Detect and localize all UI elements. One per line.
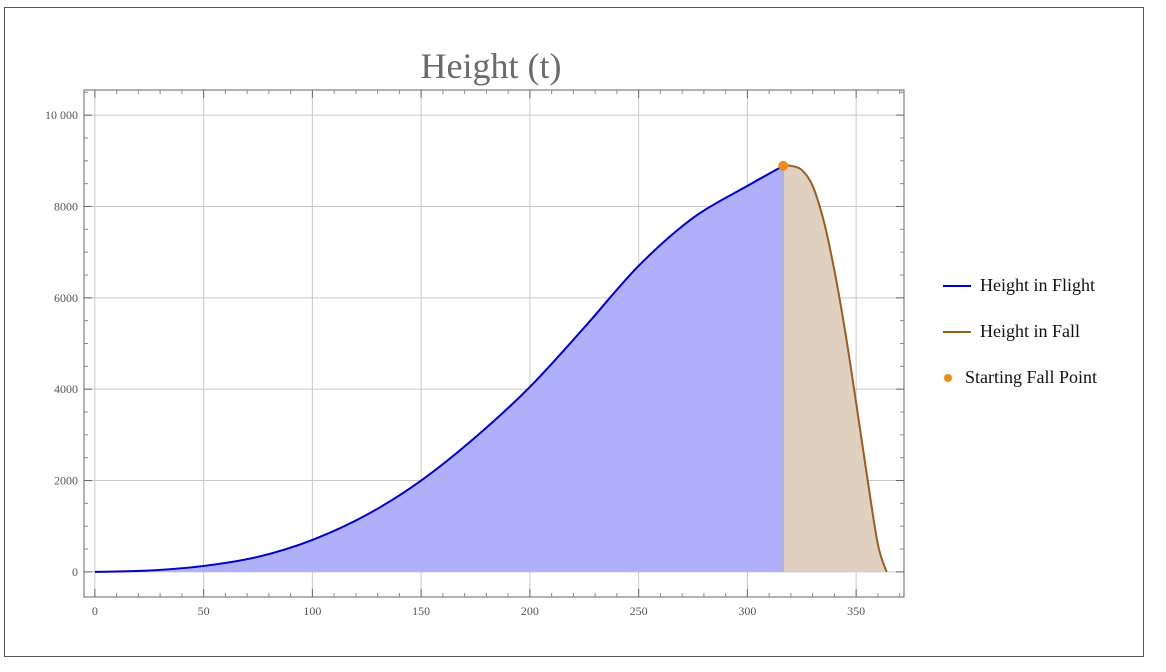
series-lines — [94, 164, 888, 573]
legend-label-height-in-flight: Height in Flight — [980, 275, 1096, 295]
chart-title: Height (t) — [421, 46, 562, 86]
legend-swatch-height-in-flight — [943, 285, 971, 287]
y-tick-label: 2000 — [54, 474, 78, 488]
x-tick-labels: 0 50 100 150 200 250 300 350 — [92, 604, 865, 618]
x-tick-label: 250 — [630, 604, 648, 618]
y-tick-label: 0 — [72, 565, 78, 579]
legend: Height in Flight Height in Fall Starting… — [940, 270, 1140, 408]
legend-item-height-in-fall: Height in Fall — [940, 316, 1140, 362]
area-height-in-flight — [94, 165, 784, 572]
x-tick-label: 100 — [303, 604, 321, 618]
x-tick-label: 200 — [521, 604, 539, 618]
x-tick-label: 300 — [738, 604, 756, 618]
axis-ticks — [84, 90, 904, 597]
x-tick-label: 150 — [412, 604, 430, 618]
line-height-in-flight — [94, 164, 784, 573]
legend-swatch-height-in-fall — [943, 331, 971, 333]
x-tick-label: 50 — [198, 604, 210, 618]
y-tick-label: 8000 — [54, 199, 78, 213]
y-tick-label: 10 000 — [45, 108, 78, 122]
legend-label-height-in-fall: Height in Fall — [980, 321, 1080, 341]
series-points — [778, 160, 789, 171]
area-fills — [94, 165, 887, 572]
point-starting-fall-point — [778, 160, 789, 171]
x-tick-label: 350 — [847, 604, 865, 618]
legend-label-starting-fall-point: Starting Fall Point — [965, 367, 1098, 387]
y-tick-labels: 0 2000 4000 6000 8000 10 000 — [45, 108, 78, 579]
x-tick-label: 0 — [92, 604, 98, 618]
line-height-in-fall — [783, 164, 888, 573]
legend-item-height-in-flight: Height in Flight — [940, 270, 1140, 316]
y-tick-label: 4000 — [54, 382, 78, 396]
area-height-in-fall — [783, 165, 887, 572]
legend-item-starting-fall-point: Starting Fall Point — [940, 362, 1140, 408]
y-tick-label: 6000 — [54, 291, 78, 305]
legend-swatch-starting-fall-point — [944, 374, 952, 382]
